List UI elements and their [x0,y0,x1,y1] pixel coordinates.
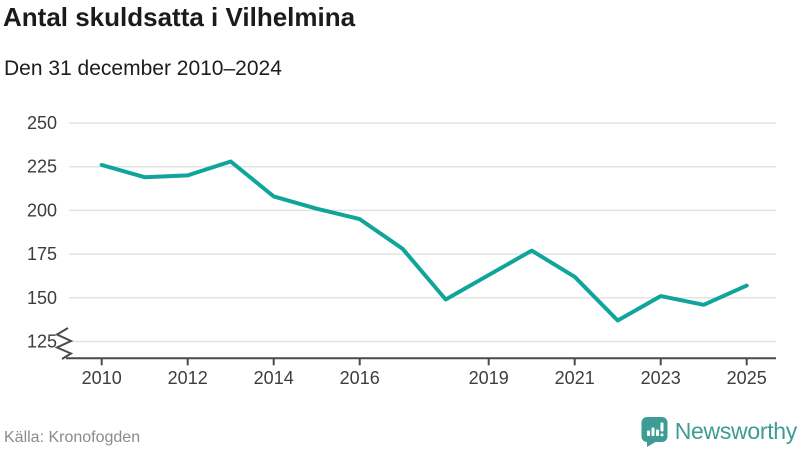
y-tick-label: 175 [27,244,57,264]
source-label: Källa: Kronofogden [4,429,141,446]
x-tick-label: 2010 [82,368,122,388]
x-tick-label: 2014 [254,368,294,388]
x-tick-label: 2019 [469,368,509,388]
x-tick-label: 2012 [168,368,208,388]
data-line [99,159,749,323]
page-title: Antal skuldsatta i Vilhelmina [3,2,356,32]
x-tick-label: 2021 [555,368,595,388]
x-tick-label: 2025 [727,368,767,388]
logo-exclamation-bar [660,422,664,431]
y-tick-label: 250 [27,113,57,133]
line-chart: 125 150 175 200 225 250 2010 2012 2014 2016 2019 20… [27,113,776,388]
logo-bar-small [646,430,650,436]
newsworthy-logo-icon [641,416,668,447]
x-tick-label: 2016 [340,368,380,388]
y-axis-break-icon [54,327,74,360]
newsworthy-logo-text: Newsworthy [674,417,798,444]
y-tick-label: 150 [27,288,57,308]
x-tick-label: 2023 [641,368,681,388]
y-tick-label: 125 [27,332,57,352]
y-tick-label: 225 [27,157,57,177]
logo-exclamation-dot [660,433,664,436]
chart-subtitle: Den 31 december 2010–2024 [4,57,282,80]
logo-bar-medium [651,427,655,436]
y-tick-label: 200 [27,200,57,220]
newsworthy-logo: Newsworthy [641,415,797,447]
logo-bar-tall [655,429,659,436]
